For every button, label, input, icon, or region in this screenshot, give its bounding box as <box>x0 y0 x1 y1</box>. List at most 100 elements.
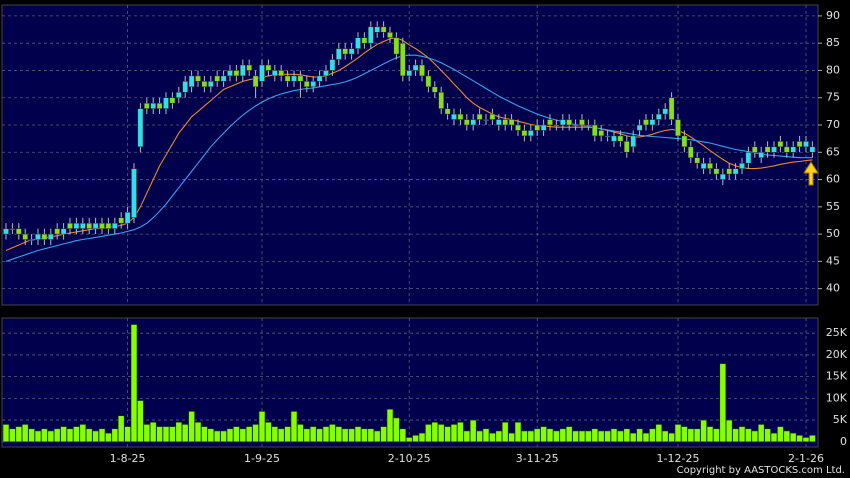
candle-body <box>150 102 157 109</box>
volume-bar <box>47 430 55 443</box>
candle-body <box>137 108 144 148</box>
candle-body <box>809 146 816 153</box>
candle-body <box>572 124 579 127</box>
candle-body <box>681 135 688 148</box>
candle-body <box>476 113 483 120</box>
volume-bar <box>21 424 29 443</box>
candle-body <box>508 119 515 126</box>
candle-body <box>758 152 765 158</box>
volume-bar <box>706 426 714 443</box>
candle-body <box>694 157 701 164</box>
candle-body <box>291 75 297 82</box>
candle-body <box>662 108 669 115</box>
volume-bar <box>789 432 797 443</box>
volume-bar <box>130 324 138 443</box>
volume-bar <box>367 428 375 443</box>
volume-bar <box>700 419 707 443</box>
candle-body <box>92 222 99 229</box>
candle-body <box>636 124 643 131</box>
volume-bar <box>181 424 189 443</box>
candle-body <box>649 119 656 126</box>
volume-bar <box>425 424 432 443</box>
candle-body <box>457 113 464 120</box>
volume-bar <box>732 428 739 443</box>
candle-body <box>105 222 112 229</box>
candle-body <box>553 124 560 127</box>
candle-body <box>687 146 694 158</box>
volume-bar <box>444 426 451 443</box>
candle-body <box>387 32 393 38</box>
candle-body <box>777 141 784 148</box>
candle-body <box>15 228 22 235</box>
candle-body <box>361 37 368 44</box>
candle-body <box>527 130 534 137</box>
volume-bar <box>258 411 266 443</box>
volume-bar <box>649 428 656 443</box>
candle-body <box>585 124 592 127</box>
candle-body <box>3 228 9 235</box>
x-tick-label: 2-10-25 <box>388 452 431 465</box>
volume-bar <box>418 432 426 443</box>
candle-body <box>348 48 355 55</box>
volume-bar <box>764 428 771 443</box>
candle-body <box>239 64 246 77</box>
candle-body <box>495 119 502 126</box>
x-tick-label: 3-11-25 <box>516 452 559 465</box>
volume-bar <box>521 430 528 443</box>
candle-body <box>521 130 528 137</box>
volume-bar <box>239 428 247 443</box>
volume-bar <box>335 426 343 443</box>
candle-body <box>67 222 73 229</box>
volume-bar <box>629 432 637 443</box>
candle-body <box>111 222 118 229</box>
candle-body <box>604 135 611 138</box>
volume-bar <box>60 426 67 443</box>
volume-bar <box>450 424 458 443</box>
y-tick-label: 55 <box>826 200 840 213</box>
candle-body <box>598 130 605 137</box>
candle-body <box>764 146 771 153</box>
volume-bar <box>341 428 349 443</box>
y-tick-label: 85 <box>826 36 840 49</box>
candle-body <box>214 75 221 82</box>
candle-body <box>169 97 176 104</box>
volume-bar <box>437 424 445 443</box>
y-tick-label: 65 <box>826 145 840 158</box>
candle-body <box>489 113 496 120</box>
x-tick-label: 1-8-25 <box>110 452 146 465</box>
candle-body <box>630 135 637 148</box>
volume-bar <box>28 428 35 443</box>
candle-body <box>617 135 624 142</box>
candle-body <box>188 75 195 88</box>
candle-body <box>41 233 48 240</box>
volume-bar <box>655 424 663 443</box>
candle-body <box>182 81 189 93</box>
candle-body <box>374 26 381 33</box>
volume-bar <box>610 428 618 443</box>
volume-bar <box>495 430 503 443</box>
layer: 40 45 50 55 60 65 70 75 80 85 90 0 5K 10K 15K 20K 25K 1-8… <box>2 5 848 465</box>
candle-body <box>252 75 259 88</box>
volume-bar <box>540 426 547 443</box>
volume-bar <box>508 432 515 443</box>
volume-bar <box>149 421 157 443</box>
volume-bar <box>687 428 695 443</box>
candle-body <box>502 119 509 126</box>
volume-bar <box>393 417 400 443</box>
candle-body <box>73 222 80 229</box>
candle-body <box>611 135 617 142</box>
volume-bar <box>565 426 573 443</box>
volume-bar <box>73 426 80 443</box>
candle-body <box>783 146 790 153</box>
volume-bar <box>284 426 291 443</box>
y-tick-label: 70 <box>826 118 840 131</box>
volume-bar <box>34 430 42 443</box>
volume-bar <box>751 430 759 443</box>
candle-body <box>124 212 131 224</box>
candle-body <box>534 124 541 131</box>
candle-body <box>342 48 349 55</box>
volume-bar <box>303 428 311 443</box>
volume-bar <box>783 430 791 443</box>
candle-body <box>713 168 720 175</box>
x-tick-label: 2-1-26 <box>788 452 824 465</box>
